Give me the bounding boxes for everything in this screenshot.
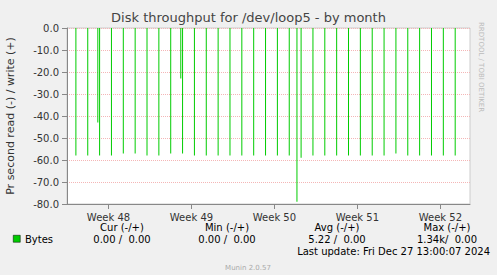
svg-text:Week 49: Week 49 bbox=[170, 212, 213, 223]
svg-text:Week 52: Week 52 bbox=[419, 212, 462, 223]
svg-text:5.22 / 0.00: 5.22 / 0.00 bbox=[308, 234, 365, 245]
svg-text:-60.0: -60.0 bbox=[33, 155, 59, 166]
svg-text:-80.0: -80.0 bbox=[33, 199, 59, 210]
svg-text:-10.0: -10.0 bbox=[33, 45, 59, 56]
svg-text:1.34k/ 0.00: 1.34k/ 0.00 bbox=[417, 234, 477, 245]
svg-text:Week 50: Week 50 bbox=[253, 212, 296, 223]
svg-text:Max (-/+): Max (-/+) bbox=[423, 222, 470, 233]
svg-text:0.00 / 0.00: 0.00 / 0.00 bbox=[93, 234, 150, 245]
svg-text:Munin 2.0.57: Munin 2.0.57 bbox=[225, 264, 271, 272]
svg-text:-70.0: -70.0 bbox=[33, 177, 59, 188]
svg-text:-50.0: -50.0 bbox=[33, 133, 59, 144]
svg-text:-40.0: -40.0 bbox=[33, 111, 59, 122]
svg-text:RRDTOOL / TOBI OETIKER: RRDTOOL / TOBI OETIKER bbox=[477, 22, 485, 112]
svg-text:Bytes: Bytes bbox=[25, 234, 53, 245]
svg-text:Pr second read (-) / write (+): Pr second read (-) / write (+) bbox=[4, 37, 17, 195]
svg-text:0.00 / 0.00: 0.00 / 0.00 bbox=[198, 234, 255, 245]
svg-text:Week 48: Week 48 bbox=[87, 212, 130, 223]
svg-text:Min (-/+): Min (-/+) bbox=[205, 222, 249, 233]
svg-text:0.0: 0.0 bbox=[43, 23, 59, 34]
svg-text:-30.0: -30.0 bbox=[33, 89, 59, 100]
svg-text:-20.0: -20.0 bbox=[33, 67, 59, 78]
svg-text:Last update: Fri Dec 27 13:00:: Last update: Fri Dec 27 13:00:07 2024 bbox=[297, 246, 490, 257]
svg-text:Disk throughput for /dev/loop5: Disk throughput for /dev/loop5 - by mont… bbox=[111, 10, 386, 25]
svg-text:Avg (-/+): Avg (-/+) bbox=[315, 222, 360, 233]
svg-text:Cur (-/+): Cur (-/+) bbox=[100, 222, 144, 233]
svg-text:Week 51: Week 51 bbox=[336, 212, 379, 223]
